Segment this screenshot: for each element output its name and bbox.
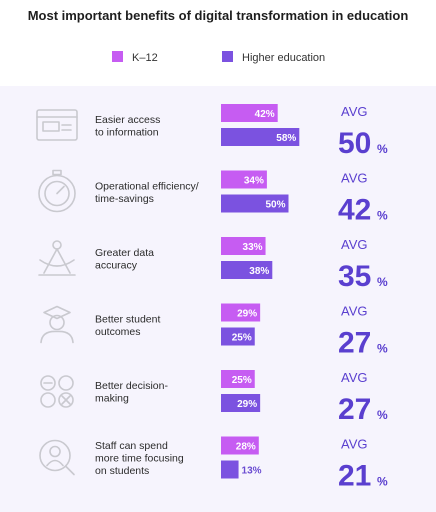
category-label-0-0: Easier access <box>95 114 160 126</box>
row-4: Better decision-making 25% 29% AVG 27% <box>40 370 388 426</box>
category-label-0-1: to information <box>95 126 159 138</box>
avg-value-1: 42 <box>338 194 371 227</box>
avg-value-4: 27 <box>338 393 371 426</box>
category-label-5-1: more time focusing <box>95 453 184 465</box>
bar-value-0-1: 34% <box>244 176 264 187</box>
bar-value-1-2: 38% <box>249 266 269 277</box>
tic-tac-toe-icon <box>40 375 74 408</box>
avg-value-5: 21 <box>338 460 371 493</box>
bar-value-1-1: 50% <box>265 200 285 211</box>
row-1: Operational efficiency/time-savings 34% 50… <box>38 169 388 227</box>
bar-value-0-5: 28% <box>236 442 256 453</box>
row-backgrounds <box>0 86 436 512</box>
category-label-3-0: Better student <box>95 313 160 325</box>
bar-value-0-0: 42% <box>255 109 275 120</box>
bar-value-1-0: 58% <box>276 133 296 144</box>
avg-label-0: AVG <box>341 104 368 119</box>
bar-1-5 <box>221 460 239 479</box>
graduate-icon <box>40 305 74 344</box>
category-label-2-1: accuracy <box>95 259 138 271</box>
avg-suffix-4: % <box>377 408 388 422</box>
category-label-1-0: Operational efficiency/ <box>95 180 199 192</box>
bar-value-1-5: 13% <box>242 466 262 477</box>
avg-label-1: AVG <box>341 171 368 186</box>
category-label-4-0: Better decision- <box>95 380 168 392</box>
avg-suffix-3: % <box>377 342 388 356</box>
category-label-3-1: outcomes <box>95 326 141 338</box>
chart-background-band <box>0 86 436 512</box>
legend-label-0: K–12 <box>132 52 158 64</box>
bar-1-0 <box>221 128 300 146</box>
bar-0-1 <box>221 170 267 189</box>
category-label-5-2: on students <box>95 465 149 477</box>
person-search-icon <box>39 439 75 476</box>
category-label-4-1: making <box>95 392 129 404</box>
bar-value-0-3: 29% <box>237 309 257 320</box>
chart-title: Most important benefits of digital trans… <box>28 8 409 23</box>
bar-value-1-3: 25% <box>232 333 252 344</box>
bar-value-0-2: 33% <box>243 242 263 253</box>
bar-1-3 <box>221 327 255 346</box>
bar-value-0-4: 25% <box>232 375 252 386</box>
category-label-1-1: time-savings <box>95 193 154 205</box>
avg-label-2: AVG <box>341 237 368 252</box>
browser-window-icon <box>36 109 78 141</box>
bar-value-1-4: 29% <box>237 399 257 410</box>
avg-value-0: 50 <box>338 127 371 160</box>
avg-label-3: AVG <box>341 304 368 319</box>
bar-0-5 <box>221 436 259 455</box>
avg-label-4: AVG <box>341 370 368 385</box>
avg-value-2: 35 <box>338 260 371 293</box>
avg-value-3: 27 <box>338 327 371 360</box>
bar-1-1 <box>221 194 289 213</box>
category-label-5-0: Staff can spend <box>95 440 168 452</box>
avg-suffix-5: % <box>377 475 388 489</box>
avg-label-5: AVG <box>341 437 368 452</box>
legend-swatch-0 <box>112 51 123 62</box>
avg-suffix-0: % <box>377 142 388 156</box>
bar-1-4 <box>221 394 261 412</box>
legend-label-1: Higher education <box>242 52 325 64</box>
avg-suffix-1: % <box>377 209 388 223</box>
bar-0-2 <box>221 237 266 255</box>
bar-0-0 <box>221 104 278 122</box>
legend-swatch-1 <box>222 51 233 62</box>
category-label-2-0: Greater data <box>95 247 154 259</box>
stopwatch-gauge-icon <box>38 169 76 213</box>
bar-0-3 <box>221 303 261 322</box>
compass-icon <box>38 240 76 276</box>
legend: K–12 Higher education <box>112 51 325 64</box>
avg-suffix-2: % <box>377 275 388 289</box>
bar-0-4 <box>221 370 255 388</box>
bar-1-2 <box>221 261 273 279</box>
